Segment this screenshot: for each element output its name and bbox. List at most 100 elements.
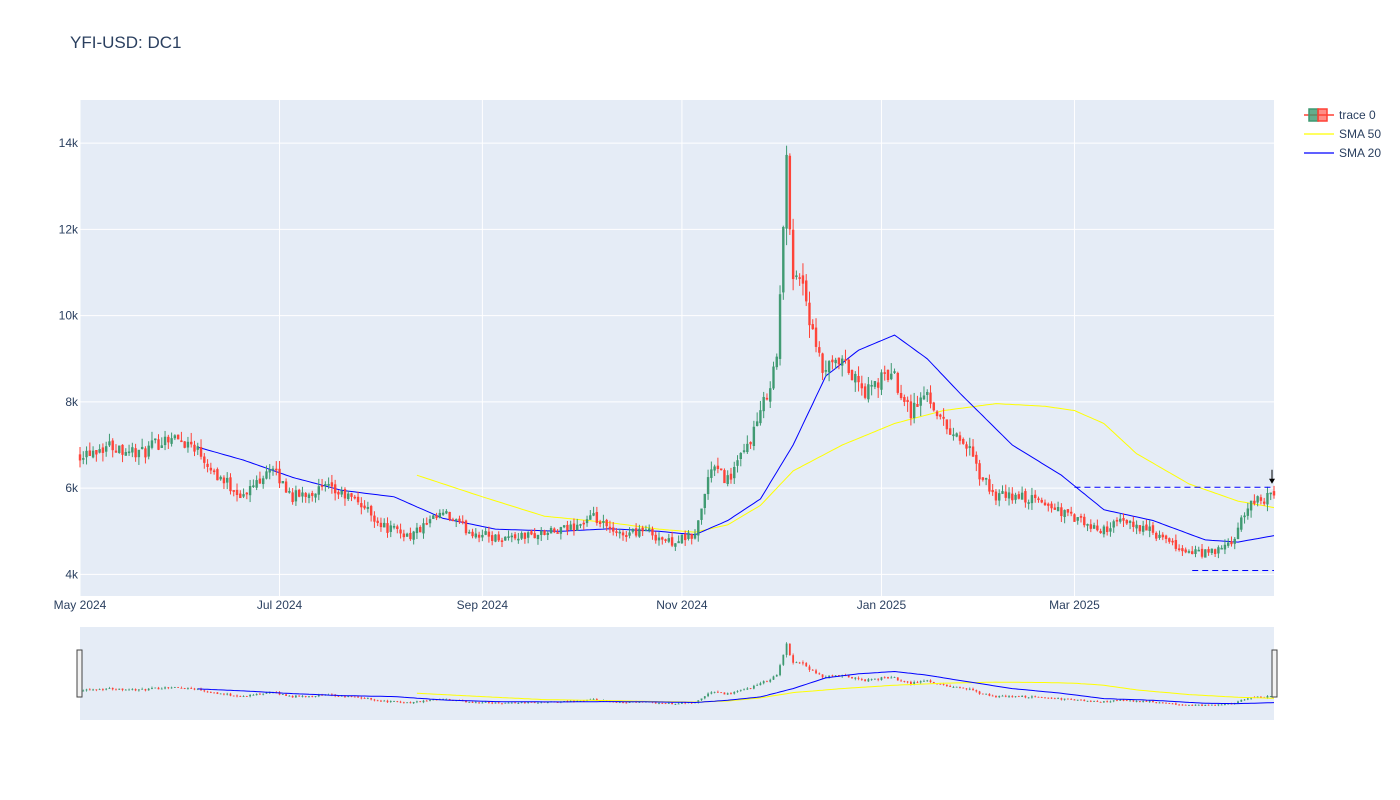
range-sma20-line [197,670,1275,705]
range-candle [1076,699,1079,701]
candle-down [235,483,239,502]
candle-up [827,360,831,382]
candle-up [484,527,487,536]
range-slider-handle-right[interactable] [1271,649,1278,698]
candle-up [667,533,671,544]
candle-down [883,365,886,381]
range-candle [121,688,124,692]
candle-up [984,477,988,486]
candle-up [281,481,285,484]
candle-down [1024,488,1027,508]
range-candle [746,687,749,690]
candle-down [723,468,726,484]
candle-up [307,492,311,504]
range-candle [860,677,863,681]
candle-down [78,447,82,468]
candle-down [1177,544,1181,552]
range-candle [815,668,817,675]
legend-item[interactable]: SMA 20 [1304,146,1381,160]
candle-down [641,525,644,537]
candle-down [490,531,494,546]
range-candle [429,699,431,702]
range-candle [131,688,134,691]
candle-up [294,485,298,506]
candle-up [301,486,304,503]
candle-down [1262,497,1266,506]
candle-up [706,469,710,500]
range-candle [259,692,261,695]
candle-down [948,419,952,435]
candle-down [199,439,203,460]
candle-up [733,461,736,484]
candle-up [226,472,229,490]
range-candle [788,643,791,656]
range-candle [82,689,85,692]
range-candle [1109,700,1112,703]
range-candle [664,703,667,705]
candle-up [752,420,756,451]
range-slider[interactable] [80,627,1274,720]
candle-up [559,526,563,540]
candle-down [245,491,249,500]
candle-up [755,412,759,427]
candle-down [814,318,818,353]
range-candle [393,700,395,702]
candle-down [1047,502,1050,512]
range-candle [236,694,238,698]
range-candle [1040,696,1043,698]
candle-up [1020,486,1024,500]
range-candle [514,702,516,704]
candle-down [788,153,792,235]
range-candle [716,690,719,693]
range-candle [1207,704,1210,706]
range-slider-handle-left[interactable] [76,649,83,698]
range-candle [118,688,121,690]
legend-item[interactable]: trace 0 [1304,108,1376,122]
candle-down [533,528,536,539]
candle-down [356,491,360,505]
range-candle [847,675,850,678]
range-candle [700,698,703,701]
range-candle [867,677,870,682]
candle-down [311,490,314,502]
range-candle [478,702,480,704]
candle-up [536,534,540,545]
range-candle [592,698,595,700]
range-candle [295,694,297,699]
range-candle [1073,699,1076,701]
candle-up [242,488,245,499]
range-candle [409,701,412,704]
range-candle [887,676,889,679]
candle-down [1125,519,1128,526]
candle-down [929,385,932,409]
candle-down [343,487,347,506]
candle-down [906,396,909,412]
range-candle [929,679,932,683]
range-candle [255,693,258,696]
candle-up [1243,512,1246,524]
legend-item[interactable]: SMA 50 [1304,127,1381,141]
range-candle [857,676,860,681]
range-candle [952,685,955,688]
range-candle [1106,700,1109,703]
candle-down [209,462,213,475]
candle-up [824,360,828,377]
candle-down [850,369,854,381]
range-candle [805,662,808,667]
x-tick-label: Jan 2025 [857,598,907,612]
candle-up [422,518,425,539]
range-candle [471,701,474,704]
candle-up [415,522,419,540]
candle-down [1060,503,1063,523]
range-candle [978,690,981,695]
candle-up [1119,513,1122,524]
range-candle [1171,703,1174,705]
range-sma50-line [416,681,1275,703]
range-candle [523,702,526,704]
range-candle [1004,694,1007,698]
range-candle [733,691,736,695]
candle-down [363,500,366,510]
candle-down [360,497,363,515]
candle-up [366,501,370,513]
